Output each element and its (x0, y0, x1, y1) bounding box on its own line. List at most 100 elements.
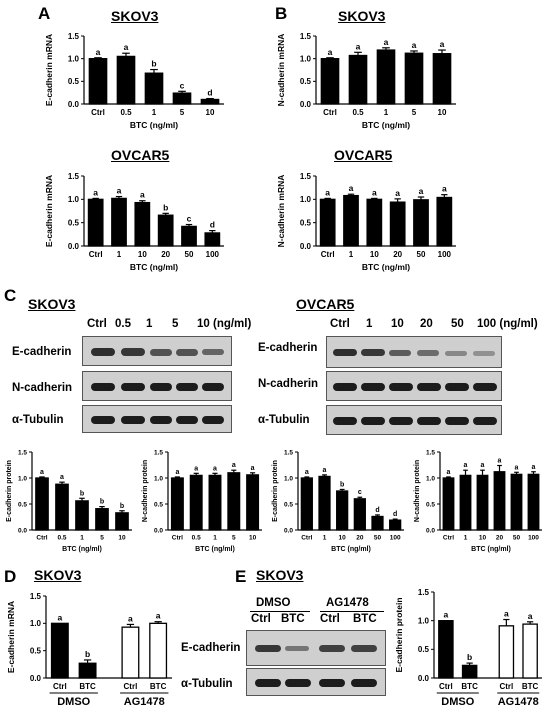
significance-letter: a (194, 465, 198, 472)
significance-letter: d (375, 507, 379, 514)
y-axis-label: E-cadherin mRNA (44, 34, 54, 106)
lane-label: 50 (451, 318, 464, 330)
y-tick-label: 0.5 (68, 218, 80, 227)
x-tick-label: 5 (180, 108, 185, 117)
significance-letter: a (251, 465, 255, 472)
lane-label: 0.5 (115, 318, 131, 330)
significance-letter: c (180, 80, 185, 90)
panel-letter-e: E (235, 567, 247, 586)
x-axis-label: BTC (ng/ml) (130, 120, 178, 130)
x-tick-label: 0.5 (192, 535, 201, 542)
y-tick-label: 0.0 (300, 242, 312, 251)
lane-label: Ctrl (87, 318, 107, 330)
x-tick-label: 20 (496, 535, 504, 542)
bar (510, 473, 523, 531)
x-tick-label: 10 (138, 250, 147, 259)
x-tick-label: Ctrl (323, 108, 337, 117)
title-d-skov3: SKOV3 (34, 567, 82, 583)
y-tick-label: 0.0 (418, 674, 430, 683)
y-tick-label: 0.0 (154, 527, 163, 534)
significance-letter: a (384, 37, 389, 47)
significance-letter: a (117, 186, 122, 196)
chart-a-ovcar5-ecad-mrna: 0.0 0.5 1.0 1.5 E-cadherin mRNA a Ctrl a 1 a 10 b 20… (44, 172, 224, 272)
x-tick-label: 1 (80, 535, 84, 542)
significance-letter: a (140, 190, 145, 200)
y-tick-label: 0.5 (30, 646, 42, 655)
significance-letter: a (532, 464, 536, 471)
blot-strip-n-cadherin (82, 371, 232, 401)
bar (227, 472, 241, 531)
bar (413, 199, 429, 247)
y-tick-label: 0.5 (154, 501, 163, 508)
significance-letter: a (440, 39, 445, 49)
bar (87, 198, 104, 247)
y-tick-label: 1.5 (68, 172, 80, 181)
significance-letter: b (151, 59, 156, 69)
x-tick-label: 10 (118, 535, 126, 542)
y-tick-label: 0.0 (68, 100, 80, 109)
bar (436, 196, 453, 247)
x-tick-label: 5 (100, 535, 104, 542)
bar (343, 194, 359, 247)
bar (336, 490, 349, 531)
x-tick-label: BTC (522, 682, 539, 691)
title-b-ovcar5: OVCAR5 (334, 147, 393, 163)
blot-row-label: α-Tubulin (181, 678, 233, 690)
lane-label: Ctrl (251, 613, 271, 625)
panel-letter-c: C (4, 286, 17, 305)
lane-label: 100 (ng/ml) (477, 318, 538, 330)
x-tick-label: BTC (461, 682, 478, 691)
x-tick-label: 1 (349, 250, 354, 259)
lane-label: BTC (281, 613, 305, 625)
x-tick-label: 1 (152, 108, 157, 117)
significance-letter: a (447, 469, 451, 476)
significance-letter: b (120, 503, 124, 510)
bar (300, 477, 313, 531)
x-axis-label: BTC (ng/ml) (130, 262, 178, 272)
y-tick-label: 0.0 (30, 674, 42, 683)
bar (200, 98, 220, 105)
significance-letter: c (187, 214, 192, 224)
x-tick-label: Ctrl (124, 682, 138, 691)
x-tick-label: 10 (479, 535, 487, 542)
y-axis-label: E-cadherin protein (272, 460, 279, 522)
lane-group-label: AG1478 (326, 597, 369, 609)
bar (121, 626, 140, 679)
bar (320, 58, 340, 105)
bar (438, 620, 454, 679)
y-tick-label: 0.0 (300, 100, 312, 109)
chart-c-ovcar5-ncad-protein: 0.0 0.5 1.0 1.5 N-cadherin protein a Ctrl a 1 a 10… (414, 449, 542, 553)
significance-letter: a (232, 462, 236, 469)
bar (389, 201, 406, 247)
lane-label: 20 (420, 318, 433, 330)
blot-row-label: E-cadherin (181, 642, 241, 654)
x-tick-label: 50 (374, 535, 382, 542)
bar (498, 625, 515, 679)
bar (318, 475, 331, 531)
y-tick-label: 0.5 (18, 501, 27, 508)
x-axis-label: BTC (ng/ml) (62, 546, 102, 553)
x-tick-label: Ctrl (301, 535, 312, 542)
y-tick-label: 1.0 (418, 616, 430, 625)
bar (78, 662, 97, 679)
blot-strip-e-cadherin (246, 630, 386, 666)
bar (50, 622, 69, 679)
x-tick-label: 10 (370, 250, 379, 259)
chart-c-skov3-ecad-protein: 0.0 0.5 1.0 1.5 E-cadherin protein a Ctrl a 0.5 b… (6, 449, 132, 553)
significance-letter: a (325, 187, 330, 197)
bar (172, 92, 192, 105)
significance-letter: a (323, 467, 327, 474)
x-tick-label: Ctrl (36, 535, 47, 542)
significance-letter: a (515, 464, 519, 471)
bar (366, 198, 383, 247)
x-tick-label: 1 (384, 108, 389, 117)
blot-strip-tubulin (246, 668, 386, 696)
x-tick-label: 10 (339, 535, 347, 542)
x-tick-label: 5 (232, 535, 236, 542)
y-tick-label: 1.0 (18, 475, 27, 482)
title-a-skov3: SKOV3 (111, 8, 159, 24)
significance-letter: a (372, 187, 377, 197)
significance-letter: d (207, 88, 212, 98)
x-tick-label: 0.5 (352, 108, 364, 117)
bar (157, 214, 174, 247)
